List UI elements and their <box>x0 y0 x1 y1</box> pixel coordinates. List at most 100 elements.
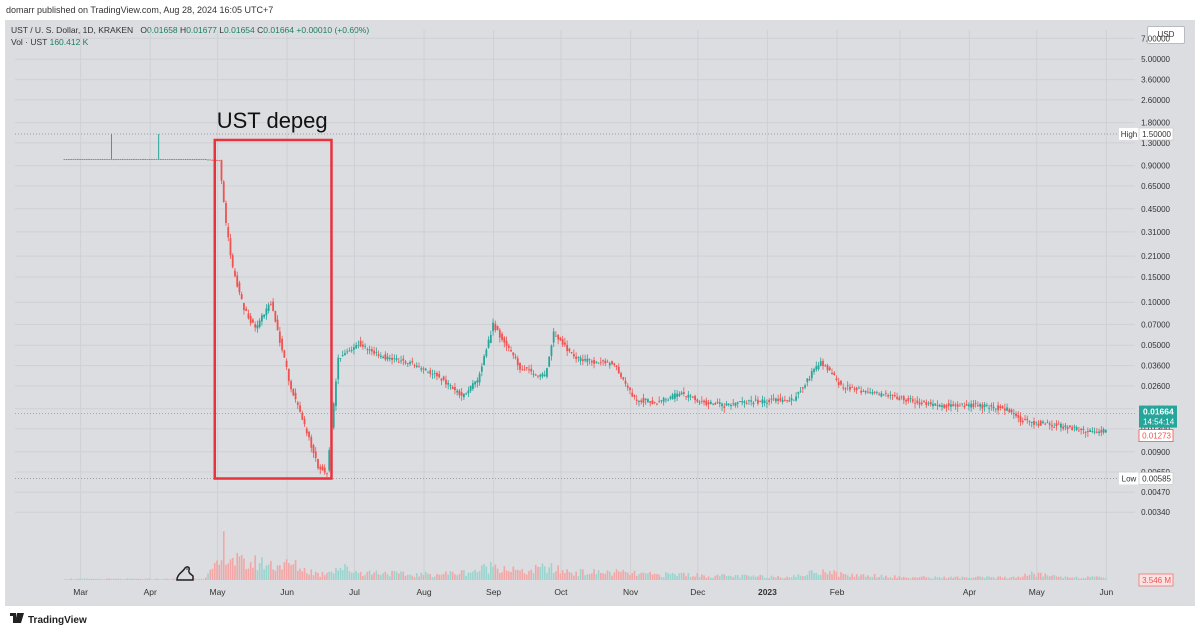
volume-bar <box>254 555 256 580</box>
volume-bar <box>909 578 912 580</box>
volume-bar <box>90 578 93 580</box>
candle-body <box>714 402 717 405</box>
volume-bar <box>142 579 144 580</box>
volume-bar <box>876 577 878 580</box>
volume-bar <box>988 576 990 580</box>
volume-bar <box>1015 578 1017 580</box>
candle-body <box>835 378 838 380</box>
volume-bar <box>772 576 775 580</box>
candle-body <box>465 393 468 395</box>
candle-body <box>1012 413 1015 415</box>
volume-bar <box>1105 578 1107 580</box>
volume-bar <box>404 575 407 580</box>
volume-bar <box>1080 578 1082 580</box>
volume-bar <box>121 579 124 580</box>
candle-body <box>806 378 809 383</box>
volume-bar <box>1096 576 1098 580</box>
volume-bar <box>95 579 97 580</box>
candle-body <box>954 404 957 406</box>
volume-bar <box>263 569 265 580</box>
volume-bar <box>824 572 827 580</box>
candle-body <box>469 385 472 391</box>
candle-body <box>438 373 441 378</box>
volume-bar <box>112 578 115 580</box>
volume-bar <box>555 571 557 580</box>
currency-selector[interactable]: USD <box>1147 26 1185 44</box>
candle-body <box>474 381 477 385</box>
volume-bar <box>429 574 432 580</box>
volume-bar <box>216 560 218 580</box>
candle-body <box>534 374 537 376</box>
candle-body <box>1082 428 1085 430</box>
candle-body <box>207 159 209 161</box>
volume-bar <box>730 575 732 580</box>
volume-bar <box>595 574 598 580</box>
volume-bar <box>692 576 694 580</box>
candle-body <box>698 401 701 403</box>
candle-body <box>887 395 890 397</box>
volume-bar <box>907 577 910 580</box>
depeg-annotation: UST depeg <box>217 108 328 133</box>
volume-bar <box>903 576 905 580</box>
volume-bar <box>963 577 966 580</box>
volume-bar <box>238 556 241 580</box>
volume-bar <box>911 577 914 580</box>
candle-body <box>227 226 230 238</box>
volume-bar <box>1021 576 1024 580</box>
candle-body <box>819 361 822 366</box>
candle-body <box>110 159 113 160</box>
candle-body <box>1030 421 1033 423</box>
volume-bar <box>196 579 198 580</box>
volume-bar <box>564 573 566 580</box>
candle-body <box>907 398 910 401</box>
volume-bar <box>732 577 735 580</box>
volume-bar <box>308 574 310 580</box>
volume-bar <box>108 578 111 580</box>
candle-body <box>243 302 245 311</box>
candle-body <box>191 159 194 160</box>
volume-bar <box>770 575 773 580</box>
candle-body <box>483 356 485 365</box>
candle-body <box>797 392 800 394</box>
candle-body <box>914 402 916 404</box>
volume-bar <box>510 572 512 580</box>
candle-body <box>1062 426 1065 429</box>
volume-bar <box>568 571 571 580</box>
volume-bar <box>575 571 577 580</box>
volume-bar <box>788 577 791 580</box>
volume-bar <box>938 577 941 580</box>
candle-body <box>882 394 885 396</box>
candle-body <box>651 400 654 405</box>
candle-body <box>337 357 340 380</box>
candle-body <box>815 366 818 370</box>
tradingview-brand[interactable]: TradingView <box>10 613 87 626</box>
candle-body <box>1037 423 1040 426</box>
chart-panel[interactable]: UST / U. S. Dollar, 1D, KRAKEN O0.01658 … <box>5 20 1195 606</box>
prev-price-bg <box>1138 429 1174 442</box>
x-tick-label: Mar <box>73 587 88 597</box>
x-tick-label: Jun <box>1099 587 1113 597</box>
price-chart[interactable]: 7.00000 5.00000 3.60000 2.60000 1.80000 1.300… <box>5 20 1195 606</box>
volume-bar <box>169 579 171 580</box>
candle-body <box>748 400 750 402</box>
candle-body <box>873 392 876 393</box>
candle-body <box>103 159 106 160</box>
volume-bar <box>1001 577 1004 580</box>
volume-tag: 3.546 M <box>1142 576 1171 585</box>
candle-body <box>700 400 703 402</box>
volume-bar <box>297 570 299 580</box>
candle-body <box>451 387 454 389</box>
y-tick-label: 0.00470 <box>1141 488 1170 497</box>
volume-bar <box>339 567 342 580</box>
volume-bar <box>234 565 236 580</box>
volume-bar <box>274 570 277 580</box>
volume-bar <box>207 573 209 580</box>
volume-bar <box>992 577 995 580</box>
volume-bar <box>604 573 607 580</box>
candle-body <box>902 396 905 401</box>
candle-body <box>783 399 786 401</box>
candle-body <box>305 428 308 434</box>
candle-body <box>528 369 530 371</box>
candle-body <box>63 159 66 161</box>
volume-bar <box>103 579 106 580</box>
